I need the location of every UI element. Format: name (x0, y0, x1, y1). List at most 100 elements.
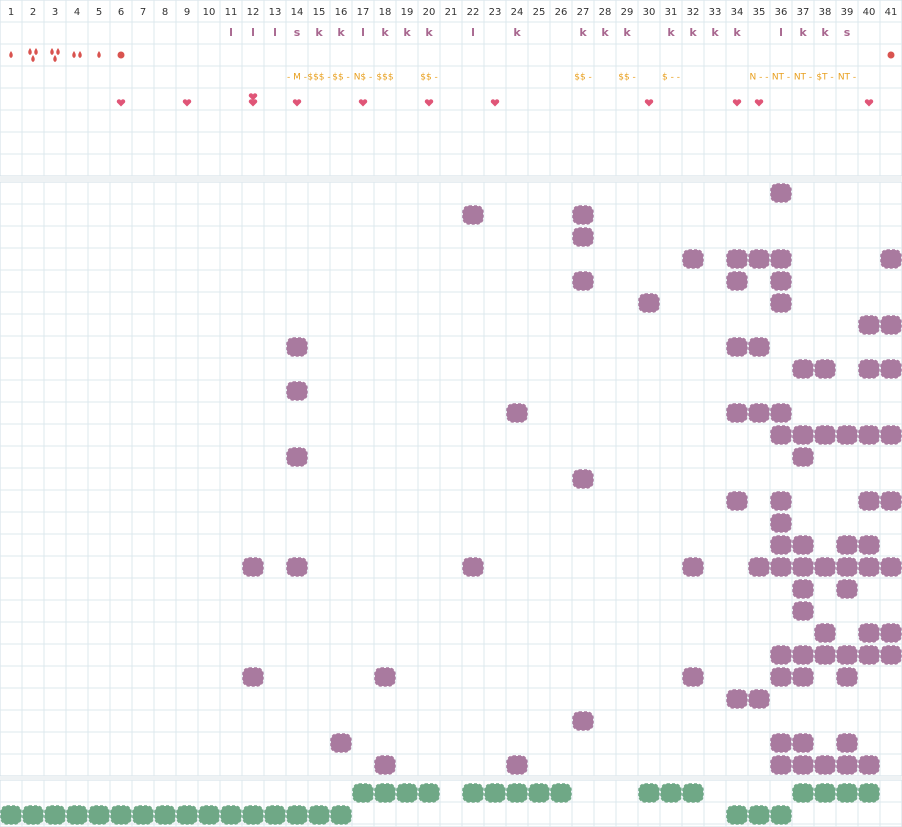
letter: k (601, 26, 609, 39)
tile (836, 557, 858, 577)
tile (22, 805, 44, 825)
tile (814, 783, 836, 803)
drop (34, 48, 38, 55)
column-number: 25 (533, 7, 546, 18)
tile (748, 557, 770, 577)
letter: l (273, 26, 277, 39)
column-number: 14 (291, 7, 304, 18)
letter: s (844, 26, 851, 39)
tile (880, 491, 902, 511)
column-number: 8 (162, 7, 168, 18)
letter: l (471, 26, 475, 39)
tile (264, 805, 286, 825)
tile (770, 667, 792, 687)
tile (462, 557, 484, 577)
tile (484, 783, 506, 803)
tile (748, 403, 770, 423)
column-number: 15 (313, 7, 326, 18)
tile (572, 711, 594, 731)
tile (572, 271, 594, 291)
column-number: 27 (577, 7, 590, 18)
tile (880, 249, 902, 269)
tile (286, 805, 308, 825)
column-number: 20 (423, 7, 436, 18)
tile (792, 535, 814, 555)
tag: $T - (816, 73, 833, 83)
tag: NT - (794, 73, 812, 83)
tile (770, 425, 792, 445)
tile (748, 337, 770, 357)
column-number: 36 (775, 7, 788, 18)
tile (770, 293, 792, 313)
tile (506, 755, 528, 775)
column-number: 34 (731, 7, 744, 18)
heart (248, 99, 258, 107)
tile (814, 755, 836, 775)
tile (330, 733, 352, 753)
tile (374, 667, 396, 687)
tile (528, 783, 550, 803)
column-number: 28 (599, 7, 612, 18)
letter: k (579, 26, 587, 39)
tile (242, 557, 264, 577)
letter: l (229, 26, 233, 39)
column-number: 18 (379, 7, 392, 18)
tile (770, 491, 792, 511)
tile (858, 783, 880, 803)
tile (792, 359, 814, 379)
tile (330, 805, 352, 825)
tile (418, 783, 440, 803)
drop (50, 48, 54, 55)
letter: k (315, 26, 323, 39)
tile (726, 271, 748, 291)
column-number: 24 (511, 7, 524, 18)
column-number: 23 (489, 7, 502, 18)
dot (117, 51, 125, 59)
tile (858, 491, 880, 511)
tile (220, 805, 242, 825)
heart (424, 99, 434, 107)
section-bg (0, 181, 902, 777)
tile (858, 755, 880, 775)
letter: k (711, 26, 719, 39)
tile (880, 359, 902, 379)
tag: NT - (772, 73, 790, 83)
tile (836, 667, 858, 687)
tag: NT - (838, 73, 856, 83)
tile (858, 359, 880, 379)
tile (814, 359, 836, 379)
tile (176, 805, 198, 825)
tile (682, 557, 704, 577)
tag: N$ - (354, 73, 373, 83)
tile (638, 293, 660, 313)
letter: k (403, 26, 411, 39)
column-number: 35 (753, 7, 766, 18)
tile (792, 425, 814, 445)
drop (56, 48, 60, 55)
drop (53, 55, 57, 62)
tile (814, 425, 836, 445)
column-number: 29 (621, 7, 634, 18)
tile (858, 535, 880, 555)
tile (506, 783, 528, 803)
heart (182, 99, 192, 107)
tile (770, 733, 792, 753)
tile (770, 513, 792, 533)
separator (0, 176, 902, 182)
tile (726, 805, 748, 825)
column-number: 6 (118, 7, 124, 18)
letter: k (337, 26, 345, 39)
tile (814, 645, 836, 665)
letter: k (381, 26, 389, 39)
tile (880, 315, 902, 335)
letter: s (294, 26, 301, 39)
tile (154, 805, 176, 825)
tile (88, 805, 110, 825)
tile (748, 805, 770, 825)
letter: k (799, 26, 807, 39)
tile (770, 645, 792, 665)
tile (770, 249, 792, 269)
tile (770, 183, 792, 203)
column-number: 38 (819, 7, 832, 18)
